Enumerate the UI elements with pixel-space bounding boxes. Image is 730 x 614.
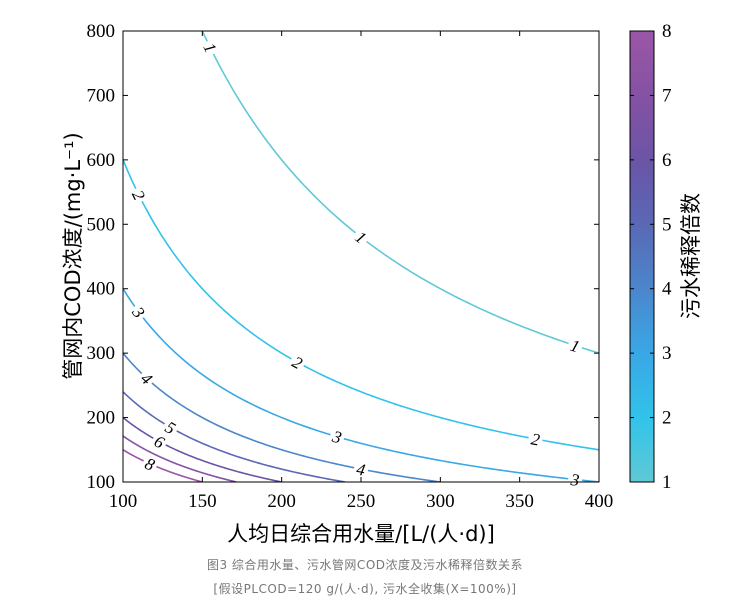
- contour-label-bg: [567, 470, 584, 489]
- x-tick-label: 300: [426, 491, 455, 512]
- x-tick-label: 200: [267, 491, 296, 512]
- contour-line-level-8: [123, 449, 203, 482]
- contour-label-bg: [350, 226, 372, 248]
- plot-area: [123, 31, 599, 482]
- contour-line-level-3: [123, 288, 599, 482]
- contour-label-bg: [128, 185, 150, 205]
- colorbar-ticks: 1 2 3 4 5 6 7 8: [630, 21, 672, 493]
- colorbar-tick-label: 8: [662, 21, 672, 42]
- contour-label-bg: [140, 453, 160, 474]
- y-tick-label: 200: [87, 408, 116, 429]
- x-tick-label: 400: [585, 491, 614, 512]
- contour-label-bg: [136, 367, 158, 389]
- x-axis-ticks: 100 150 200 250 300 350 400: [109, 31, 614, 512]
- y-tick-label: 700: [87, 85, 116, 106]
- contour-label-bg: [287, 351, 308, 373]
- contour-label-bg: [566, 335, 585, 356]
- x-tick-label: 350: [505, 491, 534, 512]
- contour-label-bg: [199, 37, 221, 58]
- colorbar-title: 污水稀释倍数: [679, 193, 703, 319]
- colorbar-tick-label: 4: [662, 279, 672, 300]
- y-axis-ticks: 100 200 300 400 500 600 700 800: [87, 21, 599, 493]
- colorbar-tick-label: 5: [662, 214, 672, 235]
- colorbar-tick-label: 3: [662, 343, 672, 364]
- contour-label: 2: [530, 429, 542, 449]
- figure-caption-note: [假设PLCOD=120 g/(人·d), 污水全收集(X=100%)]: [213, 582, 517, 596]
- contour-label-bg: [128, 301, 150, 323]
- x-tick-label: 150: [188, 491, 217, 512]
- colorbar-tick-label: 7: [662, 85, 672, 106]
- y-tick-label: 100: [87, 472, 116, 493]
- contour-label-bg: [352, 459, 370, 479]
- contour-label: 3: [569, 470, 581, 490]
- y-tick-label: 300: [87, 343, 116, 364]
- contour-label-bg: [527, 429, 544, 449]
- x-tick-label: 100: [109, 491, 138, 512]
- contour-line-level-7: [123, 435, 237, 482]
- colorbar-tick-label: 2: [662, 408, 672, 429]
- figure-caption: 图3 综合用水量、污水管网COD浓度及污水稀释倍数关系: [206, 558, 524, 572]
- y-tick-label: 600: [87, 150, 116, 171]
- contour-line-level-4: [123, 352, 441, 482]
- colorbar: [629, 30, 655, 483]
- contour-line-level-2: [123, 159, 599, 451]
- y-tick-label: 400: [87, 279, 116, 300]
- contour-label-bg: [160, 417, 181, 438]
- contour-label-bg: [149, 431, 170, 453]
- contour-line-level-5: [123, 391, 346, 482]
- y-axis-title: 管网内COD浓度/(mg·L⁻¹): [61, 132, 85, 380]
- colorbar-tick-label: 6: [662, 150, 672, 171]
- y-tick-label: 500: [87, 214, 116, 235]
- contour-line-level-1: [201, 31, 599, 354]
- contour-lines: [123, 31, 599, 482]
- contour-label-bg: [328, 427, 347, 447]
- x-axis-title: 人均日综合用水量/[L/(人·d)]: [227, 522, 495, 546]
- x-tick-label: 250: [347, 491, 376, 512]
- y-tick-label: 800: [87, 21, 116, 42]
- contour-line-level-6: [123, 416, 282, 482]
- colorbar-tick-label: 1: [662, 472, 672, 493]
